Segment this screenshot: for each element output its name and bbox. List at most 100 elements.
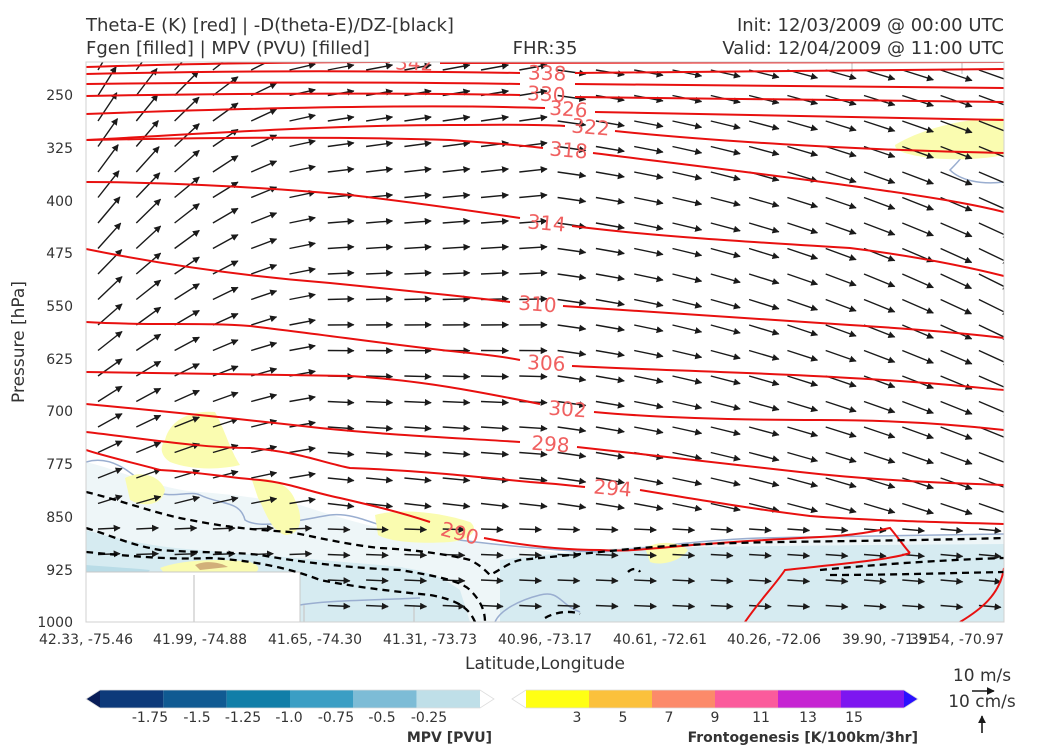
wind-vector bbox=[1017, 147, 1048, 160]
wind-vector bbox=[1017, 325, 1047, 340]
plot-area: 342 338 330 326 322 318 314 310 306 302 … bbox=[86, 41, 1049, 622]
theta-e-label-310: 310 bbox=[518, 291, 558, 318]
fgen-colorbar-label: Frontogenesis [K/100km/3hr] bbox=[688, 730, 918, 746]
wind-vector bbox=[290, 554, 312, 555]
mpv-colorbar bbox=[86, 690, 494, 708]
fgen-colorbar-segment bbox=[652, 690, 715, 708]
wind-vector bbox=[443, 299, 470, 300]
wind-vector bbox=[519, 529, 541, 530]
wind-vector bbox=[1017, 555, 1039, 557]
wind-vector bbox=[328, 555, 350, 556]
x-tick-label: 41.65, -74.30 bbox=[268, 632, 362, 648]
wind-vector bbox=[596, 555, 618, 556]
wind-vector bbox=[1017, 198, 1048, 212]
theta-e-label-306: 306 bbox=[527, 350, 566, 376]
mpv-tick-label: -1.75 bbox=[132, 710, 168, 726]
wind-vector bbox=[328, 299, 354, 300]
wind-vector bbox=[481, 529, 503, 530]
wind-vector bbox=[328, 580, 350, 581]
wind-vector bbox=[519, 580, 541, 581]
wind-vector bbox=[1017, 376, 1048, 390]
mpv-tick-label: -0.25 bbox=[411, 710, 447, 726]
wind-vector bbox=[1017, 70, 1049, 82]
mpv-colorbar-segment bbox=[163, 690, 226, 708]
wind-vector bbox=[1017, 249, 1047, 264]
wind-vector bbox=[519, 606, 541, 607]
wind-vector bbox=[404, 376, 431, 377]
wind-vector bbox=[634, 606, 656, 607]
wind-vector bbox=[328, 529, 350, 530]
title-right-line-2: Valid: 12/04/2009 @ 11:00 UTC bbox=[722, 38, 1004, 59]
wind-vector bbox=[558, 606, 580, 607]
mpv-tick-label: -0.5 bbox=[368, 710, 395, 726]
y-tick-label: 475 bbox=[46, 246, 73, 262]
wind-vector bbox=[481, 606, 503, 607]
wind-vector bbox=[213, 528, 235, 529]
fgen-tick-label: 3 bbox=[573, 710, 582, 726]
y-axis: 250 325 400 475 550 625 700 775 850 925 … bbox=[37, 88, 73, 631]
wind-vector bbox=[519, 555, 541, 556]
y-tick-label: 325 bbox=[46, 141, 73, 157]
wind-vector bbox=[404, 529, 426, 530]
fgen-colorbar-segment bbox=[904, 690, 918, 708]
wind-vector bbox=[290, 528, 312, 529]
wind-vector bbox=[366, 299, 392, 300]
mpv-colorbar-segment bbox=[86, 690, 100, 708]
wind-vector bbox=[1017, 606, 1039, 608]
mpv-colorbar-label: MPV [PVU] bbox=[407, 730, 492, 746]
wind-vector bbox=[366, 529, 388, 530]
wind-vector bbox=[175, 554, 197, 555]
fgen-tick-label: 5 bbox=[619, 710, 628, 726]
wind-vector bbox=[558, 529, 580, 530]
wind-vector bbox=[136, 554, 158, 555]
mpv-tick-label: -1.0 bbox=[275, 710, 302, 726]
mpv-colorbar-segment bbox=[353, 690, 416, 708]
fgen-colorbar-ticks: 3 5 7 9 11 13 15 bbox=[573, 710, 863, 726]
fgen-colorbar-segment bbox=[778, 690, 841, 708]
wind-vector bbox=[404, 555, 426, 556]
wind-vector bbox=[175, 528, 197, 529]
wind-vector bbox=[1017, 478, 1049, 490]
mpv-colorbar-segment bbox=[417, 690, 480, 708]
wind-vector bbox=[1017, 453, 1048, 466]
x-tick-label: 41.31, -73.73 bbox=[383, 632, 477, 648]
wind-vector bbox=[404, 606, 426, 607]
theta-e-label-322: 322 bbox=[571, 113, 611, 140]
vector-key-vertical-label: 10 cm/s bbox=[948, 692, 1016, 712]
fgen-colorbar bbox=[512, 690, 918, 708]
terrain-block bbox=[86, 572, 300, 622]
wind-vector bbox=[1017, 223, 1048, 238]
y-axis-label: Pressure [hPa] bbox=[9, 281, 29, 403]
theta-e-label-342: 342 bbox=[395, 50, 434, 75]
title-center: FHR:35 bbox=[513, 38, 578, 59]
wind-vector bbox=[634, 555, 656, 556]
wind-vector bbox=[1017, 402, 1048, 416]
x-tick-label: 42.33, -75.46 bbox=[39, 632, 133, 648]
title-left-line-1: Theta-E (K) [red] | -D(theta-E)/DZ-[blac… bbox=[85, 15, 454, 36]
wind-vector bbox=[596, 606, 618, 607]
fgen-colorbar-segment bbox=[589, 690, 652, 708]
wind-vector bbox=[1017, 172, 1048, 186]
y-tick-label: 250 bbox=[46, 88, 73, 104]
wind-vector bbox=[1017, 121, 1048, 134]
wind-vector bbox=[1017, 351, 1048, 366]
theta-e-label-302: 302 bbox=[548, 396, 588, 423]
y-tick-label: 625 bbox=[46, 352, 73, 368]
mpv-tick-label: -1.5 bbox=[183, 710, 210, 726]
fgen-colorbar-segment bbox=[512, 690, 526, 708]
title-left-line-2: Fgen [filled] | MPV (PVU) [filled] bbox=[86, 38, 370, 59]
fgen-tick-label: 15 bbox=[845, 710, 863, 726]
theta-e-label-314: 314 bbox=[527, 209, 567, 236]
wind-vector bbox=[634, 529, 656, 530]
x-tick-label: 40.26, -72.06 bbox=[727, 632, 821, 648]
wind-vector bbox=[366, 580, 388, 581]
y-tick-label: 400 bbox=[46, 194, 73, 210]
wind-vector bbox=[634, 580, 656, 581]
x-tick-label: 41.99, -74.88 bbox=[153, 632, 247, 648]
wind-vector bbox=[596, 529, 618, 530]
x-axis-label: Latitude,Longitude bbox=[465, 654, 625, 674]
wind-vector bbox=[481, 580, 503, 581]
fgen-colorbar-segment bbox=[526, 690, 589, 708]
wind-vector bbox=[1017, 580, 1039, 582]
y-tick-label: 1000 bbox=[37, 615, 73, 631]
